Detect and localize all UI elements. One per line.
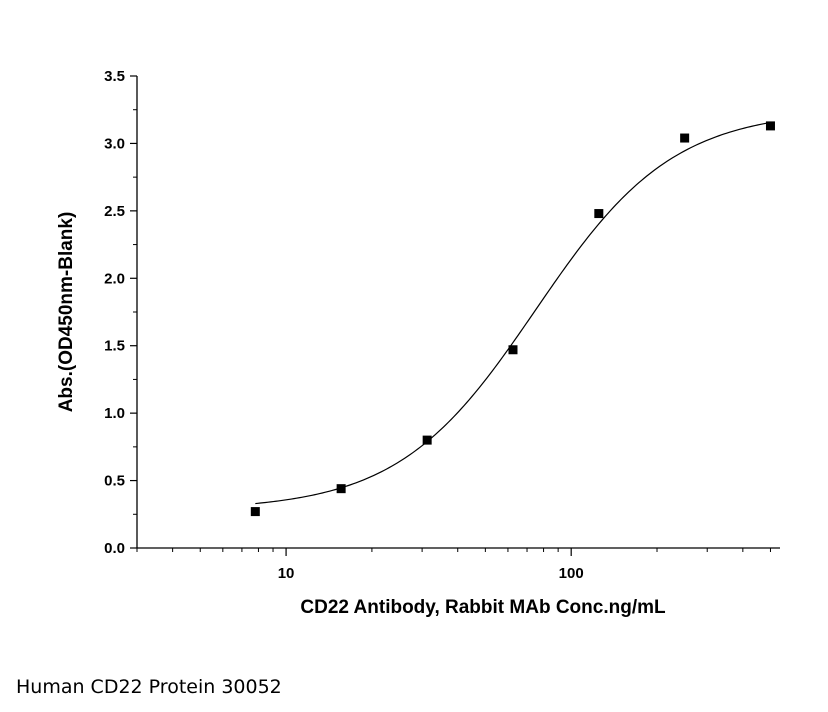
x-tick-label: 10 <box>278 565 295 582</box>
y-tick-label: 3.5 <box>104 68 125 85</box>
x-tick-label: 100 <box>559 565 584 582</box>
fit-curve-group <box>255 121 771 505</box>
data-point <box>594 209 604 219</box>
y-axis-title: Abs.(OD450nm-Blank) <box>56 212 77 413</box>
y-tick-label: 2.5 <box>104 203 125 220</box>
data-point <box>508 345 518 355</box>
y-tick-label: 3.0 <box>104 135 125 152</box>
y-tick-label: 2.0 <box>104 270 125 287</box>
y-tick-label: 1.5 <box>104 338 125 355</box>
data-point <box>422 435 432 445</box>
data-point <box>336 484 346 494</box>
y-tick-label: 1.0 <box>104 405 125 422</box>
data-point <box>250 507 260 517</box>
x-axis-title: CD22 Antibody, Rabbit MAb Conc.ng/mL <box>300 597 666 618</box>
y-tick-label: 0.0 <box>104 540 125 557</box>
data-point <box>765 121 775 131</box>
y-tick-label: 0.5 <box>104 473 125 490</box>
fit-curve <box>255 121 771 505</box>
data-point <box>680 133 690 143</box>
figure-caption: Human CD22 Protein 30052 <box>16 676 282 698</box>
axes: 0.0 0.5 1.0 1.5 2.0 2.5 3.0 3.5 10 100 <box>104 68 780 582</box>
data-points <box>250 121 775 517</box>
